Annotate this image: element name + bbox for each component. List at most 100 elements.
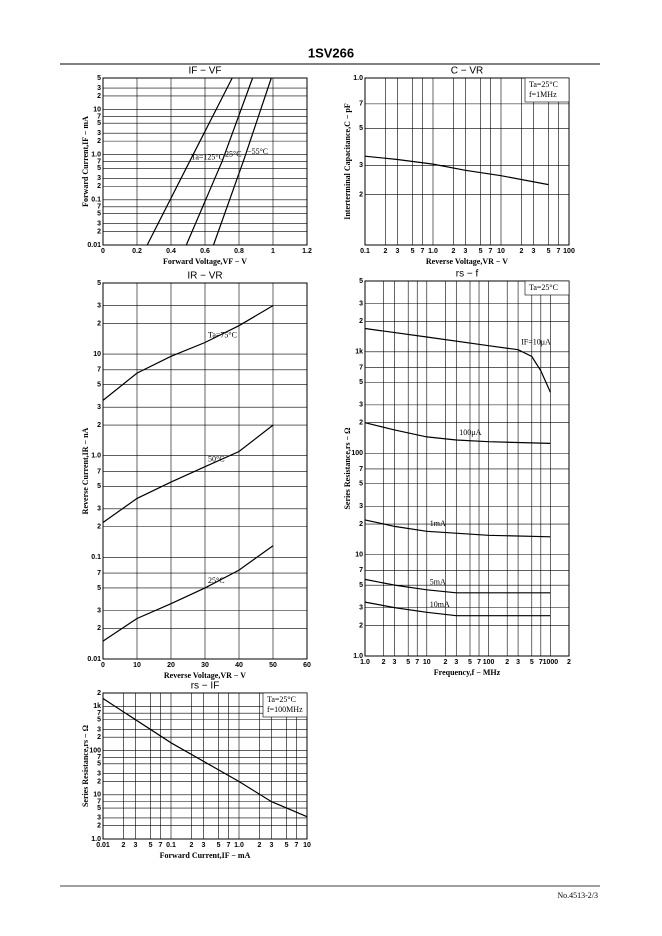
y-tick-label: 5 — [359, 278, 363, 285]
y-tick-label: 5 — [97, 210, 101, 217]
y-tick-label: 2 — [97, 823, 101, 830]
y-tick-label: 3 — [97, 726, 101, 733]
x-tick-label: 7 — [477, 659, 481, 666]
y-tick-label: 7 — [97, 468, 101, 475]
annotation: Ta=25°C — [267, 695, 296, 704]
x-tick-label: 5 — [468, 659, 472, 666]
y-tick-label: 5 — [97, 761, 101, 768]
x-tick-label: 0.2 — [132, 248, 142, 255]
x-tick-label: 5 — [406, 659, 410, 666]
x-tick-label: 5 — [547, 248, 551, 255]
x-tick-label: 2 — [190, 842, 194, 849]
x-tick-label: 10 — [303, 842, 311, 849]
x-tick-label: 5 — [530, 659, 534, 666]
x-tick-label: 3 — [393, 659, 397, 666]
chart: rs − f Frequency,f − MHz Series Resistance… — [343, 269, 571, 677]
x-tick-label: 30 — [201, 662, 209, 669]
x-tick-label: 5 — [479, 248, 483, 255]
x-tick-label: 3 — [463, 248, 467, 255]
y-tick-label: 1.0 — [91, 836, 101, 843]
x-tick-label: 5 — [411, 248, 415, 255]
x-tick-label: 7 — [159, 842, 163, 849]
y-tick-label: 3 — [97, 220, 101, 227]
y-tick-label: 2 — [97, 138, 101, 145]
y-tick-label: 2 — [97, 422, 101, 429]
curve — [364, 519, 551, 538]
y-tick-label: 0.1 — [91, 554, 101, 561]
chart: IF − VF Forward Voltage,VF − V Forward Cur… — [81, 66, 312, 266]
y-tick-label: 5 — [97, 381, 101, 388]
y-tick-label: 3 — [359, 162, 363, 169]
y-tick-label: 10 — [93, 792, 101, 799]
y-axis-label: Forward Current,IF − mA — [81, 116, 90, 207]
y-tick-label: 7 — [97, 113, 101, 120]
y-tick-label: 5 — [97, 805, 101, 812]
y-tick-label: 2 — [359, 622, 363, 629]
x-tick-label: 10 — [423, 659, 431, 666]
x-tick-label: 5 — [149, 842, 153, 849]
x-tick-label: 2 — [452, 248, 456, 255]
y-tick-label: 3 — [97, 404, 101, 411]
curve — [364, 578, 551, 594]
x-tick-label: 0.4 — [166, 248, 176, 255]
x-tick-label: 1.0 — [360, 659, 370, 666]
y-tick-label: 0.1 — [91, 197, 101, 204]
annotation-box — [524, 77, 570, 103]
y-axis-label: Series Resistance,rs − Ω — [343, 427, 352, 510]
curve — [102, 305, 274, 401]
y-tick-label: 7 — [97, 798, 101, 805]
curve — [212, 77, 272, 246]
y-axis-label: Series Resistance,rs − Ω — [81, 724, 90, 807]
y-tick-label: 3 — [97, 175, 101, 182]
curve-label: 100μA — [459, 428, 481, 437]
x-tick-label: 10 — [497, 248, 505, 255]
curve — [364, 601, 551, 617]
y-tick-label: 2 — [97, 183, 101, 190]
x-axis-label: Forward Voltage,VF − V — [163, 257, 247, 266]
curve-label: 25°C — [208, 576, 225, 585]
y-tick-label: 3 — [97, 771, 101, 778]
y-axis-label: Interterminal Capacitance,C − pF — [343, 103, 352, 220]
curve-label: Ta=125°C — [191, 153, 224, 162]
y-tick-label: 3 — [97, 85, 101, 92]
annotation: Ta=25°C — [529, 80, 558, 89]
x-axis-label: Reverse Voltage,VR − V — [164, 671, 246, 680]
y-tick-label: 5 — [97, 120, 101, 127]
curve — [146, 77, 233, 246]
annotation: f=1MHz — [529, 90, 557, 99]
x-tick-label: 2 — [505, 659, 509, 666]
x-tick-label: 0.1 — [166, 842, 176, 849]
x-tick-label: 60 — [303, 662, 311, 669]
x-tick-label: 1 — [271, 248, 275, 255]
annotation: f=100MHz — [267, 705, 303, 714]
y-tick-label: 1.0 — [353, 653, 363, 660]
y-tick-label: 1.0 — [91, 453, 101, 460]
y-tick-label: 2 — [97, 524, 101, 531]
y-tick-label: 3 — [359, 503, 363, 510]
curve — [364, 422, 551, 444]
curve — [364, 327, 551, 393]
y-tick-label: 7 — [97, 754, 101, 761]
y-tick-label: 10 — [355, 551, 363, 558]
x-axis-label: Forward Current,IF − mA — [160, 851, 251, 860]
footer-text: No.4513-2/3 — [557, 891, 598, 900]
x-tick-label: 2 — [122, 842, 126, 849]
y-tick-label: 5 — [359, 582, 363, 589]
x-tick-label: 0.6 — [200, 248, 210, 255]
x-tick-label: 3 — [395, 248, 399, 255]
x-tick-label: 2 — [520, 248, 524, 255]
y-tick-label: 5 — [359, 379, 363, 386]
x-tick-label: 1.2 — [302, 248, 312, 255]
y-tick-label: 1k — [355, 349, 363, 356]
x-tick-label: 7 — [489, 248, 493, 255]
x-tick-label: 2 — [382, 659, 386, 666]
x-tick-label: 0.8 — [234, 248, 244, 255]
curve-label: Ta=75°C — [208, 330, 237, 339]
x-tick-label: 1.0 — [428, 248, 438, 255]
y-tick-label: 2 — [97, 690, 101, 697]
x-tick-label: 2 — [384, 248, 388, 255]
y-tick-label: 2 — [359, 521, 363, 528]
y-tick-label: 7 — [97, 159, 101, 166]
y-tick-label: 3 — [359, 402, 363, 409]
x-tick-label: 0 — [101, 662, 105, 669]
